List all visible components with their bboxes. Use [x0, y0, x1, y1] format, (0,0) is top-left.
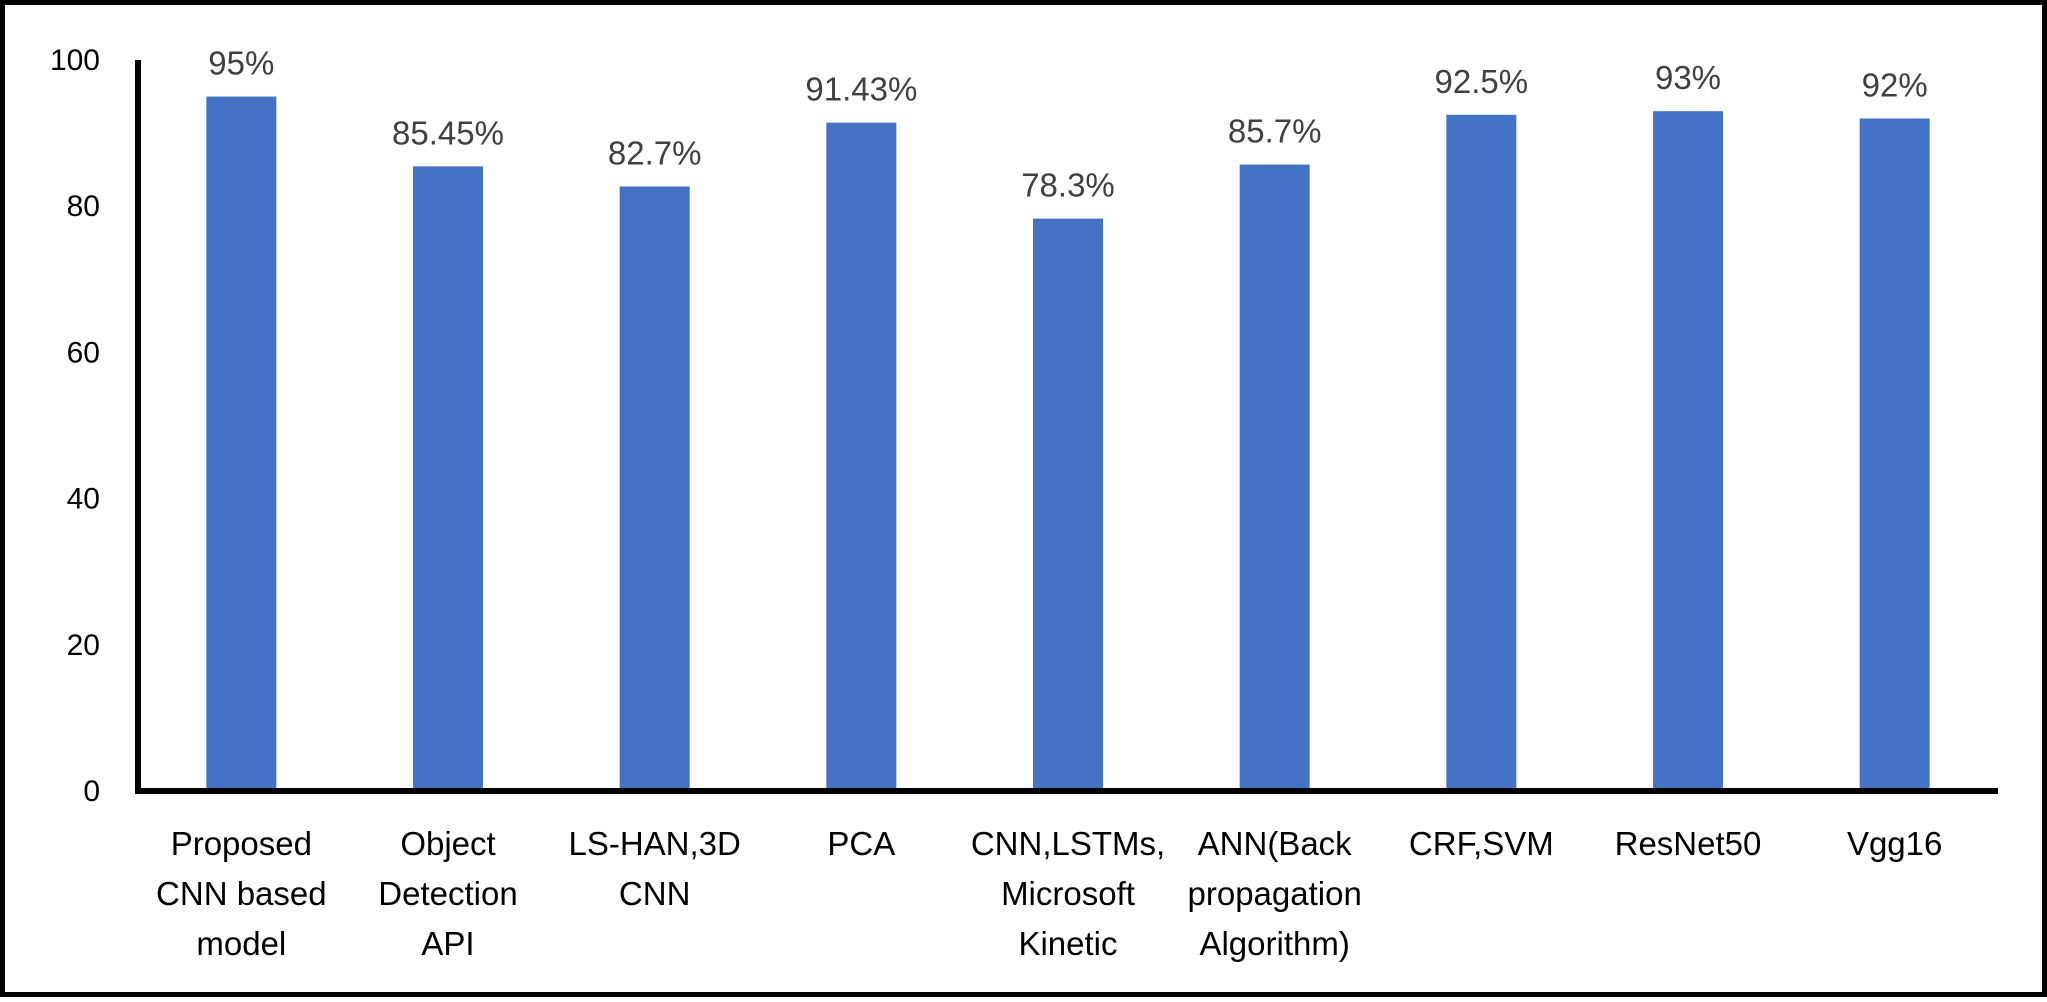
y-tick-label: 40 — [67, 483, 100, 516]
x-axis-category-labels: Proposed CNN based model Object Detection API… — [156, 825, 1942, 962]
bar — [1033, 218, 1103, 791]
data-label: 92% — [1862, 66, 1928, 103]
x-category-label-line: Microsoft — [1001, 875, 1135, 912]
data-label: 95% — [208, 45, 274, 82]
data-label: 85.7% — [1228, 113, 1322, 150]
data-label: 82.7% — [608, 134, 702, 171]
bar-chart: 95% 85.45% 82.7% 91.43% 78.3% 85.7% 92.5% 93% 92… — [50, 44, 1998, 962]
bar — [826, 122, 897, 791]
x-category-label-line: ResNet50 — [1615, 825, 1762, 862]
x-category-label-line: CNN — [619, 875, 691, 912]
x-category-label: ANN(Back propagation Algorithm) — [1188, 825, 1362, 962]
bar — [619, 186, 690, 791]
y-tick-label: 80 — [67, 190, 100, 223]
x-category-label-line: Algorithm) — [1199, 925, 1349, 962]
x-category-label-line: LS-HAN,3D — [568, 825, 740, 862]
x-category-label: Proposed CNN based model — [156, 825, 327, 962]
bar — [1446, 114, 1517, 791]
x-category-label: LS-HAN,3D CNN — [568, 825, 740, 912]
x-category-label-line: Vgg16 — [1847, 825, 1942, 862]
x-category-label-line: CRF,SVM — [1409, 825, 1554, 862]
x-category-label-line: API — [421, 925, 474, 962]
data-labels-layer: 95% 85.45% 82.7% 91.43% 78.3% 85.7% 92.5% 93% 92… — [208, 45, 1927, 204]
x-category-label-line: Object — [400, 825, 495, 862]
x-category-label: PCA — [827, 825, 895, 862]
x-category-label-line: CNN based — [156, 875, 327, 912]
bar — [1239, 164, 1310, 791]
y-tick-label: 20 — [67, 629, 100, 662]
x-category-label: CRF,SVM — [1409, 825, 1554, 862]
y-axis-ticks: 0 20 40 60 80 100 — [50, 44, 100, 808]
data-label: 91.43% — [805, 71, 917, 108]
x-category-label: CNN,LSTMs, Microsoft Kinetic — [971, 825, 1165, 962]
bar — [1859, 118, 1930, 792]
x-category-label-line: ANN(Back — [1198, 825, 1353, 862]
y-tick-label: 0 — [83, 775, 100, 808]
x-category-label-line: propagation — [1188, 875, 1362, 912]
x-category-label: Vgg16 — [1847, 825, 1942, 862]
bar — [206, 96, 277, 792]
bar — [1653, 111, 1723, 792]
data-label: 85.45% — [392, 114, 504, 151]
x-category-label-line: Kinetic — [1018, 925, 1117, 962]
data-label: 93% — [1655, 59, 1721, 96]
data-label: 78.3% — [1021, 167, 1115, 204]
x-category-label-line: PCA — [827, 825, 895, 862]
x-category-label: Object Detection API — [378, 825, 517, 962]
x-category-label-line: CNN,LSTMs, — [971, 825, 1165, 862]
data-label: 92.5% — [1435, 63, 1529, 100]
bars-layer — [206, 96, 1930, 792]
y-tick-label: 60 — [67, 336, 100, 369]
x-category-label-line: Proposed — [171, 825, 312, 862]
x-category-label-line: model — [196, 925, 286, 962]
y-tick-label: 100 — [50, 44, 100, 77]
x-category-label: ResNet50 — [1615, 825, 1762, 862]
x-category-label-line: Detection — [378, 875, 517, 912]
bar — [413, 166, 483, 792]
